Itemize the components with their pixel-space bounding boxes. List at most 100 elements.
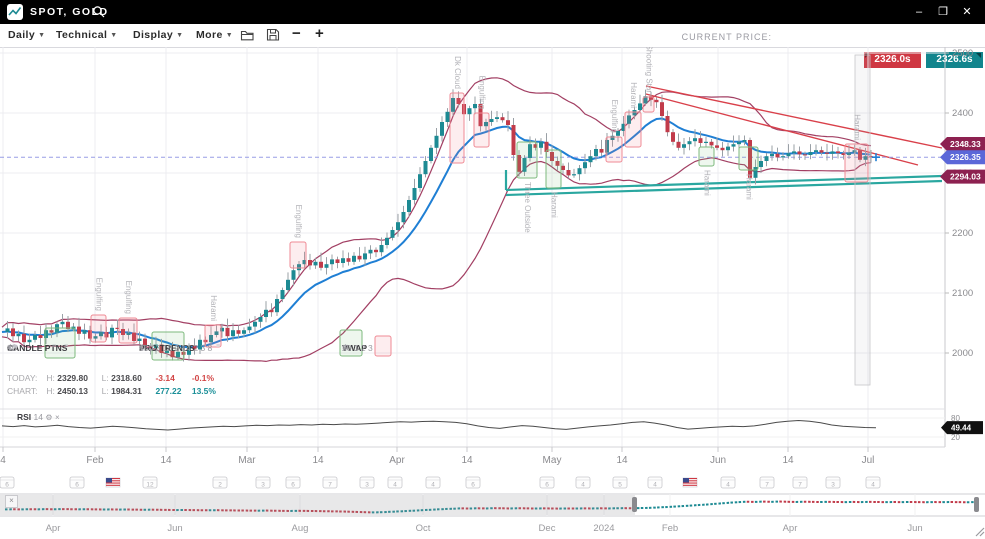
indicator-rsi[interactable]: RSI 14 ⚙ × [17, 412, 60, 422]
calendar-event-icon[interactable]: 7 [759, 476, 775, 489]
calendar-event-icon[interactable]: 5 [612, 476, 628, 489]
zoom-in-button[interactable]: + [315, 25, 324, 42]
svg-text:4: 4 [431, 482, 435, 489]
remove-indicator-icon[interactable]: × [7, 343, 12, 352]
svg-text:3: 3 [365, 482, 369, 489]
moving-average-line [1, 117, 872, 349]
svg-text:6: 6 [75, 482, 79, 489]
navigator-close-button[interactable]: × [5, 495, 18, 508]
pattern-box [374, 335, 392, 357]
svg-text:Feb: Feb [662, 523, 678, 534]
navigator[interactable]: Apr Jun Aug Oct Dec 2024 Feb Apr Jun [0, 493, 985, 537]
calendar-event-icon[interactable]: 6 [539, 476, 555, 489]
resize-grip-icon[interactable] [975, 527, 985, 537]
menu-daily[interactable]: Daily ▼ [8, 29, 46, 41]
calendar-event-icon[interactable]: 4 [575, 476, 591, 489]
pattern-box [151, 331, 185, 361]
calendar-event-icon[interactable]: 12 [142, 476, 158, 489]
pattern-box [738, 146, 759, 171]
svg-text:2024: 2024 [593, 523, 614, 534]
pattern-box [624, 111, 642, 148]
svg-text:5: 5 [618, 482, 622, 489]
app-logo-icon [7, 4, 23, 20]
gear-icon[interactable]: ⚙ [139, 343, 147, 352]
pattern-mini-icon: ≡ [150, 343, 155, 350]
svg-text:14: 14 [160, 455, 172, 466]
svg-text:4: 4 [581, 482, 585, 489]
svg-text:Apr: Apr [783, 523, 798, 534]
svg-text:2: 2 [218, 482, 222, 489]
symbol-title: SPOT, GOLD [30, 6, 109, 18]
close-button[interactable]: ✕ [962, 6, 972, 18]
pattern-mini-icon: ≡ [52, 343, 57, 350]
svg-text:2500: 2500 [952, 48, 973, 59]
svg-text:3: 3 [831, 482, 835, 489]
us-flag-icon[interactable] [682, 477, 698, 488]
zoom-out-button[interactable]: − [292, 25, 301, 42]
calendar-event-icon[interactable]: 6 [465, 476, 481, 489]
menu-technical[interactable]: Technical ▼ [56, 29, 118, 41]
trendline-teal [505, 174, 943, 192]
calendar-event-icon[interactable]: 4 [425, 476, 441, 489]
calendar-event-icon[interactable]: 3 [359, 476, 375, 489]
remove-indicator-icon[interactable]: × [342, 343, 347, 352]
gear-icon[interactable]: ⚙ [45, 413, 53, 422]
calendar-event-icon[interactable]: 7 [792, 476, 808, 489]
gear-icon[interactable]: ⚙ [7, 343, 15, 352]
calendar-event-icon[interactable]: 4 [865, 476, 881, 489]
pattern-annotations: Engulfing Engulfing Harami Engulfing Dk Clou… [44, 45, 869, 361]
pattern-label: Harami [629, 82, 638, 108]
remove-indicator-icon[interactable]: × [54, 413, 60, 422]
svg-text:Jul: Jul [862, 455, 875, 466]
svg-text:4: 4 [0, 455, 6, 466]
menu-display[interactable]: Display ▼ [133, 29, 184, 41]
navigator-mask [0, 495, 635, 515]
ask-price-badge: 2326.6s [926, 52, 983, 68]
svg-text:6: 6 [5, 482, 9, 489]
remove-indicator-icon[interactable]: × [139, 343, 144, 352]
svg-text:Mar: Mar [238, 455, 256, 466]
menu-more[interactable]: More ▼ [196, 29, 234, 41]
calendar-event-icon[interactable]: 3 [255, 476, 271, 489]
chevron-down-icon: ▼ [110, 32, 118, 39]
pattern-box [698, 146, 715, 167]
open-folder-icon[interactable] [240, 28, 256, 42]
navigator-handle-left[interactable] [632, 497, 637, 512]
pattern-box [545, 149, 562, 189]
events-row: 6 6 12 2 3 6 7 3 4 4 6 6 4 5 4 4 7 7 3 4 [0, 476, 881, 489]
svg-text:2400: 2400 [952, 108, 973, 119]
pattern-label: Engulfing [124, 281, 133, 314]
pattern-box [90, 314, 107, 343]
navigator-handle-right[interactable] [974, 497, 979, 512]
pattern-label: Harami [549, 192, 558, 218]
pattern-mini-icon: ≡ [64, 343, 69, 350]
calendar-event-icon[interactable]: 6 [285, 476, 301, 489]
calendar-event-icon[interactable]: 7 [322, 476, 338, 489]
trendline-red [645, 93, 919, 166]
chevron-down-icon: ▼ [38, 32, 46, 39]
calendar-event-icon[interactable]: 2 [212, 476, 228, 489]
restore-button[interactable]: ❐ [938, 6, 948, 18]
calendar-event-icon[interactable]: 3 [825, 476, 841, 489]
calendar-event-icon[interactable]: 6 [69, 476, 85, 489]
pattern-label: Engulfing [94, 278, 103, 311]
calendar-event-icon[interactable]: 4 [387, 476, 403, 489]
rsi-line [1, 419, 877, 431]
date-axis: 4 Feb 14 Mar 14 Apr 14 May 14 Jun 14 Jul [0, 447, 874, 466]
svg-text:Jun: Jun [167, 523, 182, 534]
pattern-label: Shooting Star [644, 45, 653, 94]
calendar-event-icon[interactable]: 4 [647, 476, 663, 489]
minimize-button[interactable]: – [915, 6, 923, 18]
search-icon[interactable] [92, 5, 106, 19]
chevron-down-icon: ▼ [176, 32, 184, 39]
svg-text:14: 14 [461, 455, 473, 466]
calendar-event-icon[interactable]: 4 [720, 476, 736, 489]
calendar-event-icon[interactable]: 6 [0, 476, 15, 489]
gear-icon[interactable]: ⚙ [342, 343, 350, 352]
svg-text:4: 4 [653, 482, 657, 489]
save-icon[interactable] [266, 28, 280, 42]
us-flag-icon[interactable] [105, 477, 121, 488]
indicator-legend: CANDLE PTNS 12 ⚙ × PRO TRENDS 150 3 10 2… [7, 343, 373, 396]
